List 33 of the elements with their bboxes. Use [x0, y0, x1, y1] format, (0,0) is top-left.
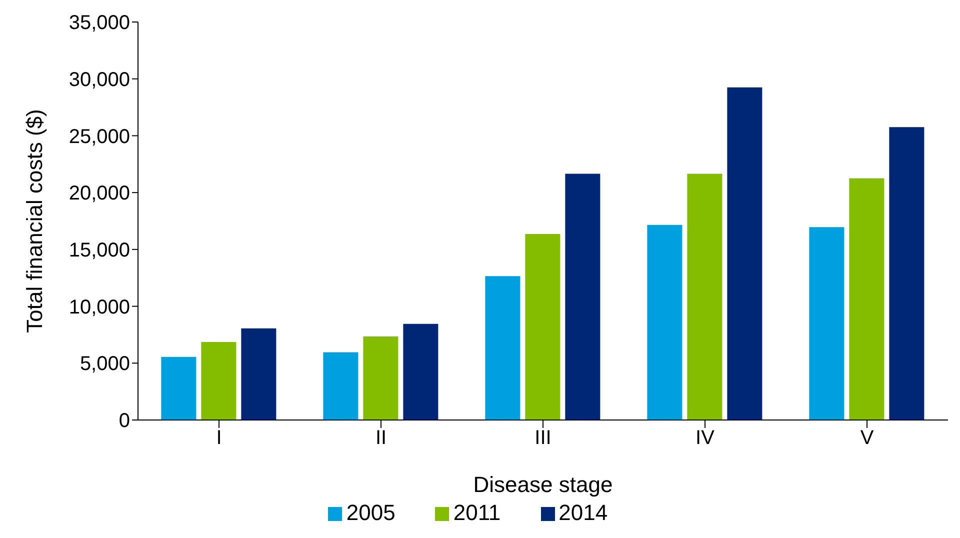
legend-label: 2005 — [346, 500, 396, 525]
bar — [484, 275, 522, 420]
bar — [240, 327, 278, 420]
x-tick-label: III — [534, 427, 552, 450]
bar — [686, 172, 724, 420]
bar — [200, 341, 238, 420]
bar — [808, 226, 846, 420]
bar — [726, 86, 764, 420]
bar — [322, 351, 360, 420]
bar — [524, 233, 562, 420]
y-tick-label: 5,000 — [80, 353, 130, 376]
legend-label: 2014 — [558, 500, 608, 525]
x-tick-label: II — [375, 427, 387, 450]
bar — [160, 356, 198, 420]
x-tick-label: V — [860, 427, 874, 450]
bar — [848, 177, 886, 420]
y-axis-title: Total financial costs ($) — [22, 109, 47, 333]
x-axis-title: Disease stage — [473, 472, 613, 497]
bar — [402, 322, 440, 420]
x-tick-label: I — [216, 427, 222, 450]
y-tick-label: 30,000 — [68, 68, 130, 91]
legend-label: 2011 — [453, 500, 501, 525]
y-tick-label: 35,000 — [68, 12, 130, 34]
bar — [362, 335, 400, 420]
y-tick-label: 0 — [118, 410, 130, 432]
bar — [564, 172, 602, 420]
y-tick-label: 20,000 — [68, 182, 130, 205]
y-tick-label: 25,000 — [68, 126, 130, 148]
y-tick-label: 15,000 — [68, 240, 130, 262]
bar — [888, 126, 926, 420]
y-tick-label: 10,000 — [68, 296, 130, 318]
bar — [646, 224, 684, 420]
x-tick-label: IV — [696, 427, 716, 450]
